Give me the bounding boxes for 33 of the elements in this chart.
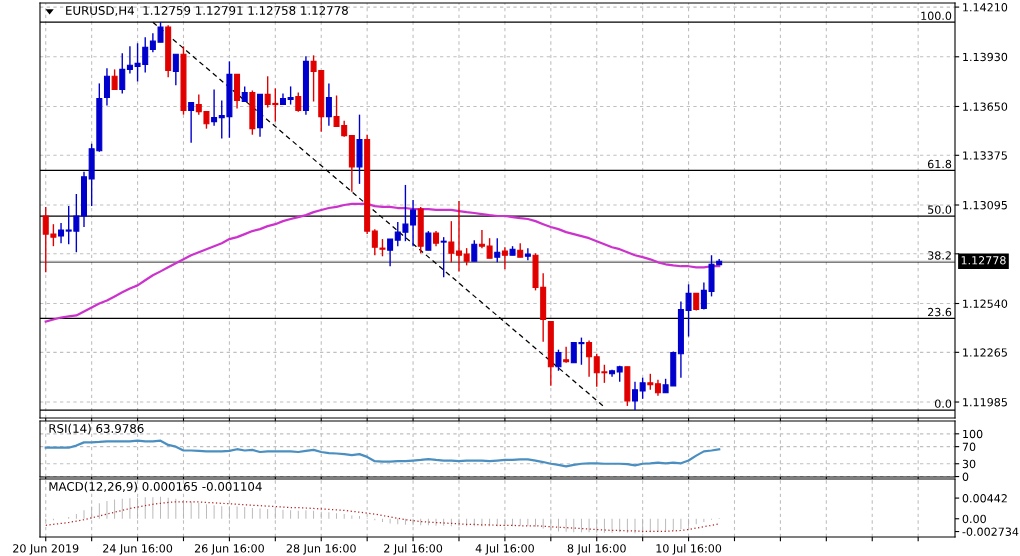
annotation: 38.2 — [928, 251, 951, 260]
y-tick-label: 1.13650 — [963, 102, 1008, 111]
y-tick-label: 1.13095 — [963, 200, 1007, 210]
chart-title: EURUSD,H4 1.12759 1.12791 1.12758 1.12778 — [66, 5, 348, 17]
y-tick-label: 100 — [963, 429, 983, 439]
y-tick-label: 0.00 — [962, 514, 986, 524]
annotation: 23.6 — [928, 307, 952, 317]
annotation: 100.0 — [921, 11, 952, 21]
y-tick-label: 1.11985 — [963, 398, 1007, 407]
x-tick-label: 24 Jun 16:00 — [103, 544, 173, 555]
y-tick-label: 0.00442 — [962, 494, 1007, 503]
x-tick-label: 8 Jul 16:00 — [567, 543, 626, 555]
x-tick-label: 4 Jul 16:00 — [475, 543, 534, 555]
chart-title: RSI(14) 63.9786 — [49, 423, 144, 435]
x-tick-label: 26 Jun 16:00 — [194, 544, 264, 555]
y-tick-label: 30 — [962, 459, 976, 469]
y-tick-label: 1.12265 — [963, 348, 1007, 357]
y-tick-label: 0 — [962, 472, 969, 481]
y-tick-label: 1.13375 — [963, 151, 1007, 160]
x-tick-label: 10 Jul 16:00 — [656, 543, 722, 555]
y-tick-label: 1.13930 — [963, 52, 1008, 62]
x-tick-label: 2 Jul 16:00 — [384, 543, 443, 555]
annotation: 50.0 — [928, 205, 952, 214]
chart-title: MACD(12,26,9) 0.000165 -0.001104 — [49, 481, 262, 493]
y-tick-label: 1.12540 — [963, 299, 1008, 308]
y-tick-label: -0.002734 — [962, 527, 1019, 536]
y-tick-label: 1.14210 — [963, 3, 1008, 12]
y-tick-label: 70 — [962, 442, 976, 452]
x-tick-label: 28 Jun 16:00 — [286, 544, 356, 555]
x-tick-label: 20 Jun 2019 — [13, 544, 79, 555]
annotation: 0.0 — [935, 399, 952, 408]
annotation: 61.8 — [927, 159, 952, 169]
text: 1.12778 — [961, 256, 1006, 265]
